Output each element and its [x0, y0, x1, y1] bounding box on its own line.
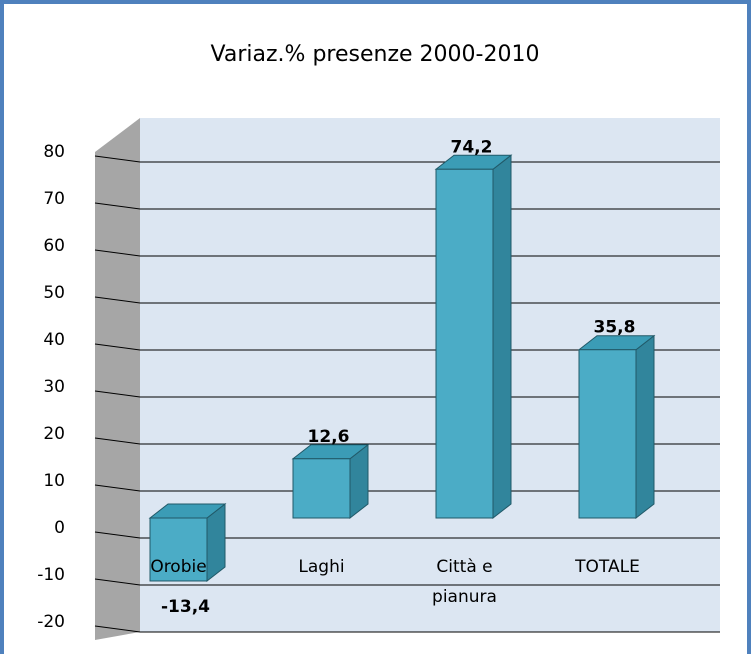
- grid-line: [94, 484, 141, 492]
- y-tick-label: 30: [43, 377, 65, 397]
- y-tick-label: 80: [43, 142, 65, 162]
- side-wall: [95, 118, 140, 640]
- grid-line: [94, 202, 141, 210]
- grid-line: [94, 437, 141, 445]
- x-tick-label: Laghi: [298, 557, 345, 577]
- chart-title: Variaz.% presenze 2000-2010: [211, 42, 540, 67]
- y-tick-label: 60: [43, 236, 65, 256]
- grid-line: [94, 155, 141, 163]
- grid-line: [94, 578, 141, 586]
- bar-side: [635, 334, 655, 520]
- bar-front: [292, 458, 351, 519]
- bar: [291, 443, 370, 520]
- grid-line: [94, 625, 141, 633]
- bar-front: [578, 349, 637, 519]
- y-tick-label: -20: [37, 612, 65, 632]
- y-tick-label: 10: [43, 471, 65, 491]
- grid-line: [94, 390, 141, 398]
- grid-line: [94, 531, 141, 539]
- y-tick-label: 40: [43, 330, 65, 350]
- data-label: 12,6: [308, 427, 350, 447]
- bar-front: [149, 517, 208, 582]
- bar: [434, 154, 513, 520]
- bar-side: [492, 154, 512, 520]
- grid-line: [94, 343, 141, 351]
- y-tick-label: 50: [43, 283, 65, 303]
- grid-line: [94, 249, 141, 257]
- x-tick-label: Città e pianura: [432, 557, 497, 607]
- bar-front: [435, 168, 494, 519]
- data-label: 74,2: [451, 137, 493, 157]
- y-tick-label: 0: [54, 518, 65, 538]
- y-tick-label: 20: [43, 424, 65, 444]
- bar: [577, 334, 656, 520]
- grid-line: [94, 296, 141, 304]
- x-tick-label: Orobie: [150, 557, 207, 577]
- y-tick-label: 70: [43, 189, 65, 209]
- x-tick-label: TOTALE: [575, 557, 640, 577]
- data-label: -13,4: [161, 597, 210, 617]
- y-tick-label: -10: [37, 565, 65, 585]
- bar: [148, 502, 227, 583]
- data-label: 35,8: [594, 318, 636, 338]
